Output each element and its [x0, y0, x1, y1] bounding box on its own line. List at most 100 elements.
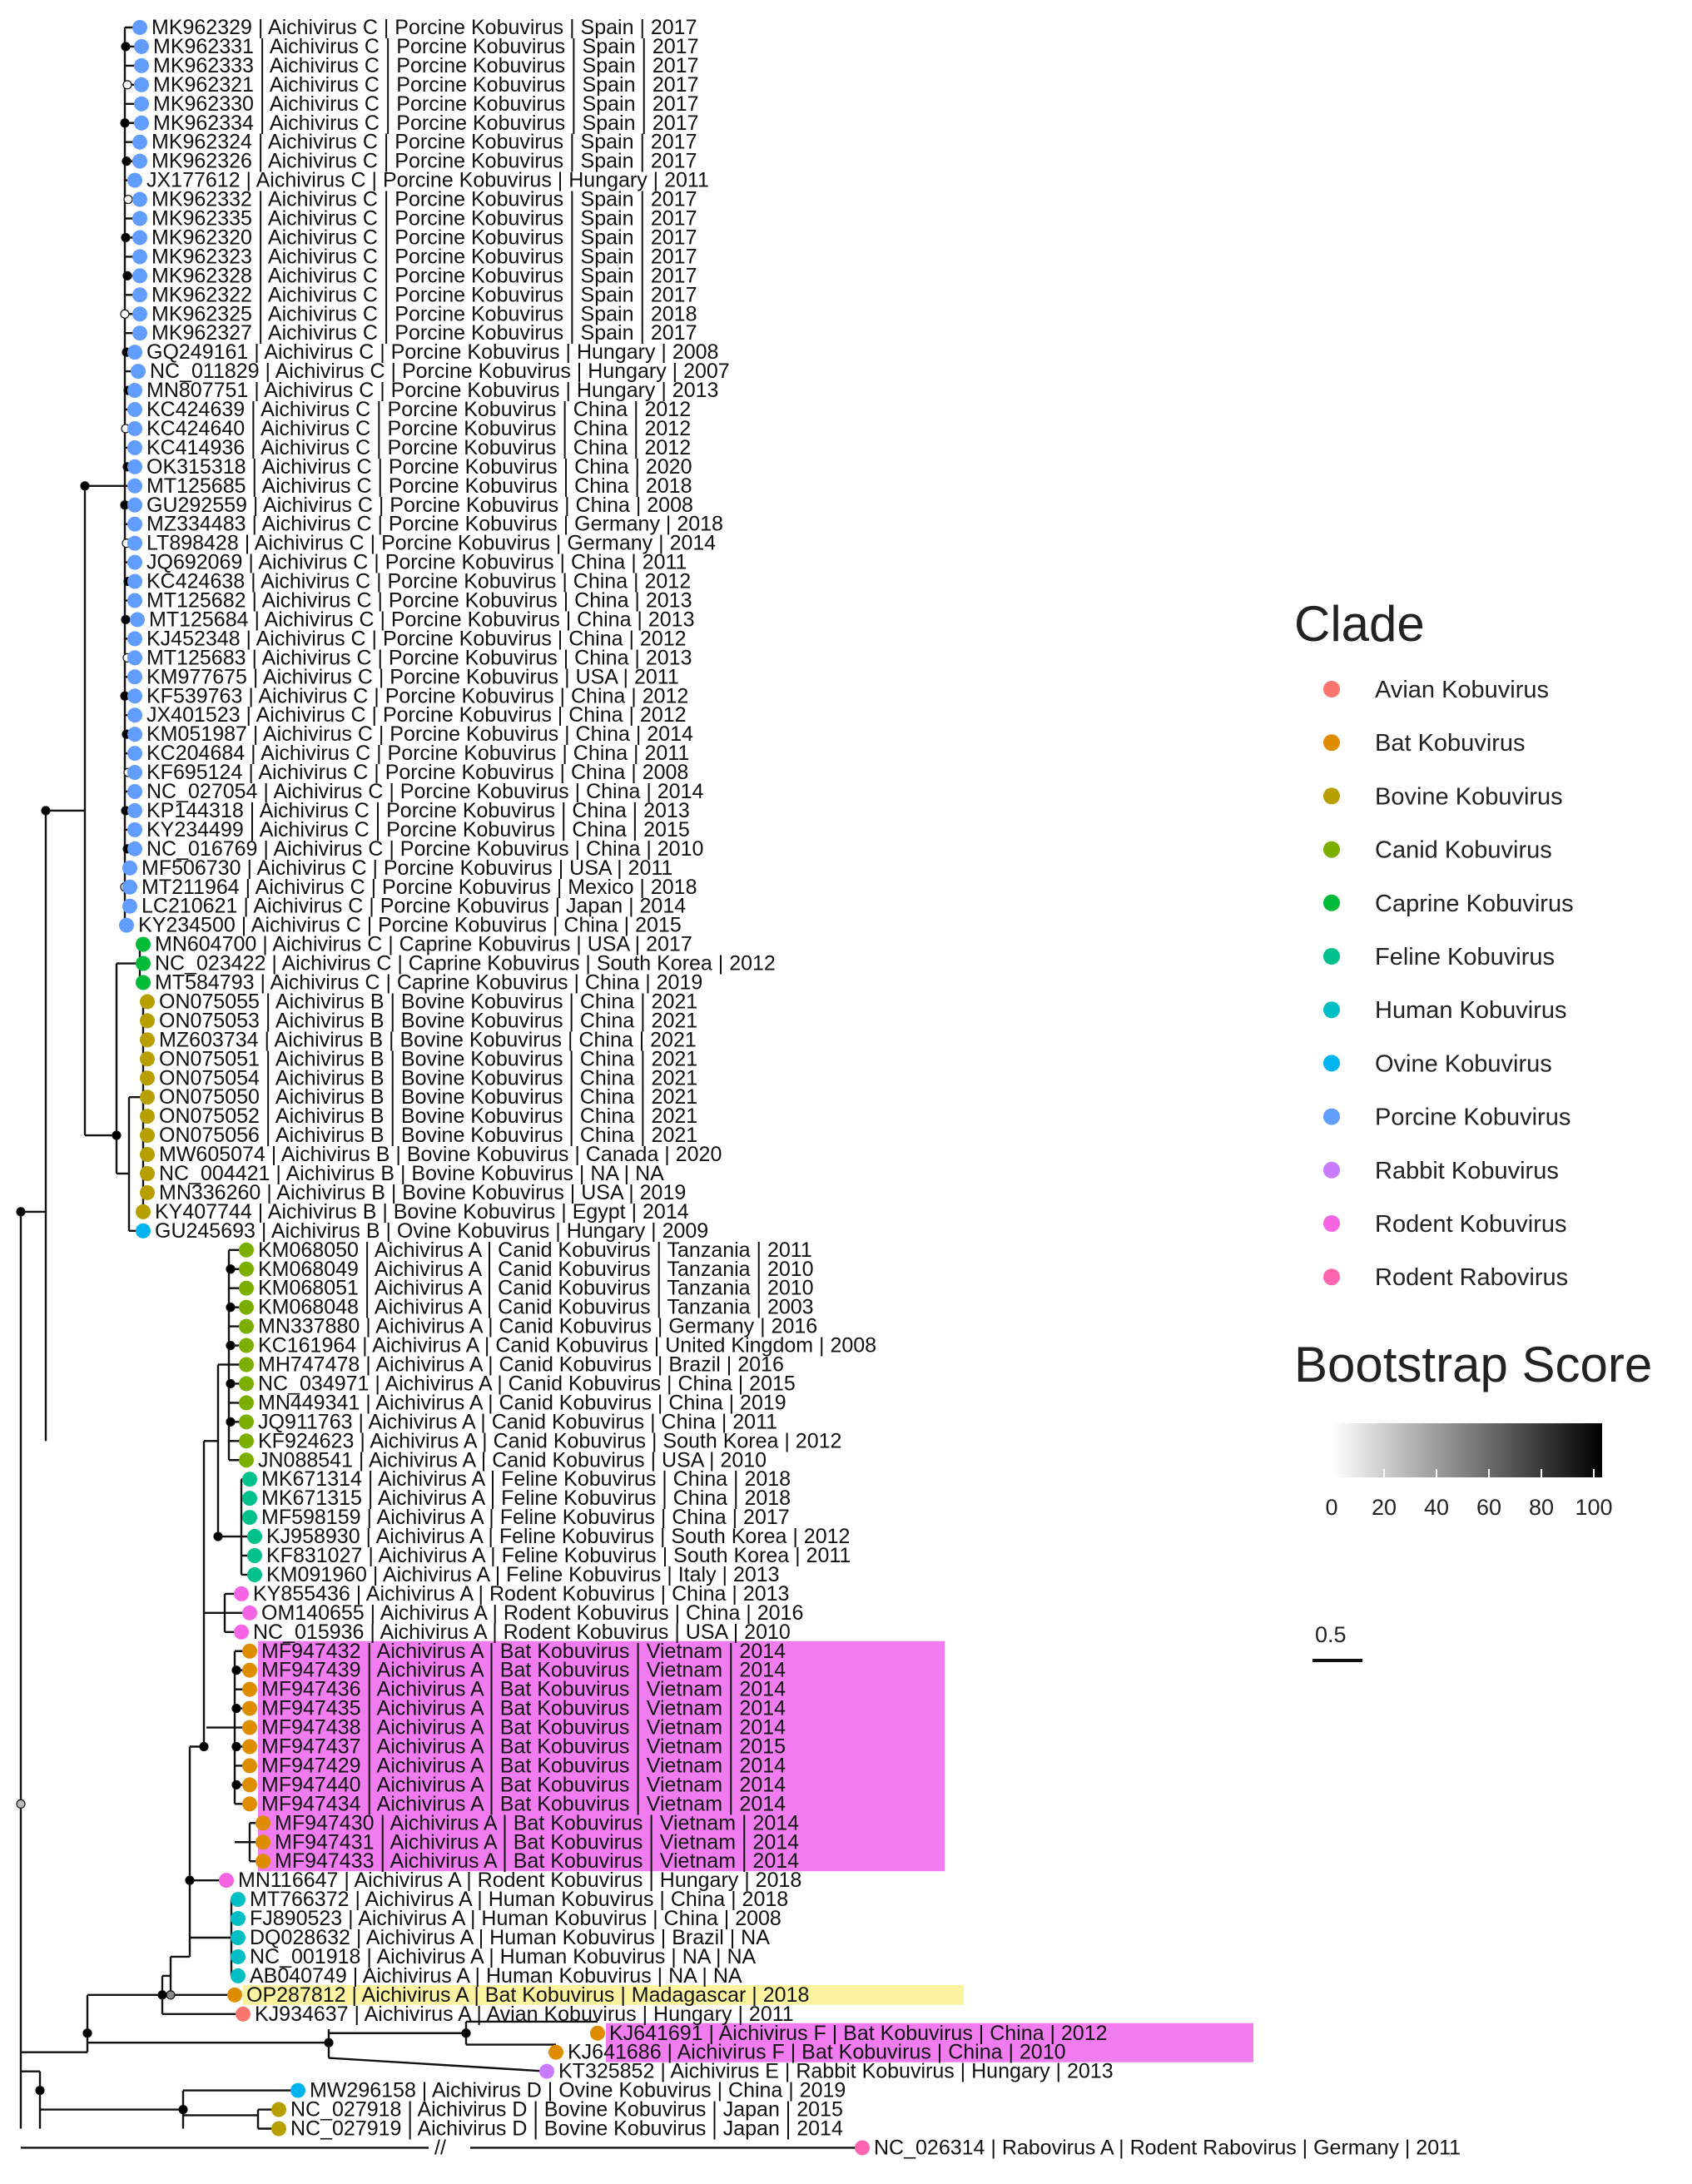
tip-label: MF598159 | Aichivirus A | Feline Kobuvir…	[261, 1506, 790, 1529]
bootstrap-node	[226, 1303, 236, 1313]
tip-label: KJ958930 | Aichivirus A | Feline Kobuvir…	[266, 1525, 850, 1548]
tip-point	[256, 1854, 270, 1869]
tip-point	[136, 936, 151, 952]
tip-label: MK962324 | Aichivirus C | Porcine Kobuvi…	[151, 131, 697, 154]
bootstrap-node	[461, 2028, 471, 2038]
clade-legend-key	[1323, 894, 1340, 911]
tip-point	[239, 1395, 254, 1411]
bootstrap-tick-label: 60	[1476, 1495, 1501, 1520]
tip-point	[134, 115, 149, 131]
clade-legend-label: Ovine Kobuvirus	[1375, 1050, 1552, 1077]
tip-label: GU245693 | Aichivirus B | Ovine Kobuviru…	[155, 1219, 708, 1243]
tip-point	[122, 860, 137, 876]
tip-label: MF947429 | Aichivirus A | Bat Kobuvirus …	[261, 1754, 786, 1777]
tip-label: KM068049 | Aichivirus A | Canid Kobuviru…	[258, 1258, 814, 1281]
bootstrap-node	[178, 2104, 188, 2115]
tip-point	[140, 1070, 155, 1086]
tip-point	[239, 1376, 254, 1392]
bootstrap-node	[121, 42, 131, 52]
tip-point	[134, 38, 149, 54]
tip-point	[140, 1013, 155, 1029]
tip-label: KC204684 | Aichivirus C | Porcine Kobuvi…	[146, 742, 689, 765]
tip-label: JX401523 | Aichivirus C | Porcine Kobuvi…	[146, 703, 687, 727]
tip-label: MF947435 | Aichivirus A | Bat Kobuvirus …	[261, 1697, 786, 1720]
clade-legend-key	[1323, 1108, 1340, 1125]
tip-label: NC_011829 | Aichivirus C | Porcine Kobuv…	[150, 360, 730, 383]
tip-point	[127, 707, 142, 723]
tip-point	[242, 1681, 257, 1697]
tip-point	[130, 612, 145, 628]
tip-label: MN807751 | Aichivirus C | Porcine Kobuvi…	[146, 379, 718, 402]
clade-legend-label: Bat Kobuvirus	[1375, 730, 1526, 757]
tip-label: JQ692069 | Aichivirus C | Porcine Kobuvi…	[146, 551, 687, 574]
clade-legend-key	[1323, 948, 1340, 965]
tip-label: OP287812 | Aichivirus A | Bat Kobuvirus …	[246, 1983, 809, 2007]
tip-label: MW296158 | Aichivirus D | Ovine Kobuviru…	[310, 2079, 846, 2102]
tip-point	[136, 1223, 151, 1238]
clade-legend-label: Rabbit Kobuvirus	[1375, 1158, 1559, 1184]
tip-label: MF947436 | Aichivirus A | Bat Kobuvirus …	[261, 1678, 786, 1701]
clade-legend-key	[1323, 1215, 1340, 1232]
tip-point	[132, 287, 147, 303]
tip-label: FJ890523 | Aichivirus A | Human Kobuviru…	[250, 1907, 781, 1930]
tip-label: GU292559 | Aichivirus C | Porcine Kobuvi…	[146, 494, 693, 517]
tip-point	[132, 211, 147, 226]
tip-label: KF831027 | Aichivirus A | Feline Kobuvir…	[266, 1544, 851, 1567]
tip-point	[132, 153, 147, 169]
bootstrap-node	[41, 806, 51, 816]
tip-label: MN336260 | Aichivirus B | Bovine Kobuvir…	[159, 1181, 686, 1204]
tip-label: MK962330 | Aichivirus C | Porcine Kobuvi…	[153, 92, 699, 116]
tip-point	[290, 2082, 305, 2098]
tip-point	[231, 1948, 246, 1964]
bootstrap-node	[80, 481, 90, 491]
tip-point	[256, 1834, 270, 1850]
bootstrap-node	[231, 1741, 241, 1752]
tip-point	[140, 994, 155, 1010]
clade-legend-title: Clade	[1294, 596, 1425, 652]
tip-label: MK962327 | Aichivirus C | Porcine Kobuvi…	[151, 321, 697, 345]
bootstrap-tick-label: 0	[1325, 1495, 1337, 1520]
tip-label: KC424638 | Aichivirus C | Porcine Kobuvi…	[146, 570, 691, 593]
tip-label: MN337880 | Aichivirus A | Canid Kobuviru…	[258, 1315, 817, 1338]
bootstrap-node	[122, 80, 132, 90]
bootstrap-node	[199, 1741, 209, 1752]
tip-label: ON075050 | Aichivirus B | Bovine Kobuvir…	[159, 1085, 697, 1109]
tip-label: JQ911763 | Aichivirus A | Canid Kobuviru…	[258, 1410, 777, 1433]
tip-point	[132, 325, 147, 341]
tip-label: JN088541 | Aichivirus A | Canid Kobuviru…	[258, 1448, 767, 1472]
tip-label: MK962323 | Aichivirus C | Porcine Kobuvi…	[151, 245, 697, 268]
clade-legend-key	[1323, 787, 1340, 805]
tip-point	[136, 1204, 151, 1219]
tip-label: NC_027918 | Aichivirus D | Bovine Kobuvi…	[290, 2098, 843, 2122]
tip-label: KJ641686 | Aichivirus F | Bat Kobuvirus …	[568, 2041, 1066, 2064]
clade-legend-label: Bovine Kobuvirus	[1375, 783, 1563, 810]
tip-label: MZ603734 | Aichivirus B | Bovine Kobuvir…	[159, 1028, 697, 1051]
tip-point	[242, 1491, 257, 1506]
tip-point	[127, 841, 142, 856]
tip-point	[140, 1109, 155, 1124]
tip-label: MT125683 | Aichivirus C | Porcine Kobuvi…	[146, 646, 692, 669]
bootstrap-tick-label: 100	[1575, 1495, 1612, 1520]
clade-legend-label: Avian Kobuvirus	[1375, 677, 1549, 703]
tip-point	[239, 1338, 254, 1353]
tip-label: MF947439 | Aichivirus A | Bat Kobuvirus …	[261, 1659, 786, 1682]
bootstrap-tick-label: 80	[1529, 1495, 1554, 1520]
clade-legend-key	[1323, 1161, 1340, 1179]
axis-break-mark: //	[434, 2136, 446, 2159]
tip-point	[127, 631, 142, 647]
tip-point	[140, 1128, 155, 1144]
tip-point	[256, 1815, 270, 1831]
tip-label: MF947438 | Aichivirus A | Bat Kobuvirus …	[261, 1716, 786, 1740]
tip-point	[242, 1777, 257, 1793]
tip-point	[132, 268, 147, 284]
tip-point	[127, 746, 142, 762]
tip-label: MT125684 | Aichivirus C | Porcine Kobuvi…	[149, 608, 694, 631]
tip-label: MN604700 | Aichivirus C | Caprine Kobuvi…	[155, 933, 692, 956]
tip-point	[234, 1624, 249, 1640]
tip-label: KJ452348 | Aichivirus C | Porcine Kobuvi…	[146, 627, 687, 650]
clade-legend-label: Canid Kobuvirus	[1375, 837, 1552, 864]
tip-label: DQ028632 | Aichivirus A | Human Kobuviru…	[250, 1926, 770, 1949]
tip-label: KF695124 | Aichivirus C | Porcine Kobuvi…	[146, 761, 688, 784]
clade-legend-key	[1323, 1001, 1340, 1019]
tip-point	[231, 1968, 246, 1983]
